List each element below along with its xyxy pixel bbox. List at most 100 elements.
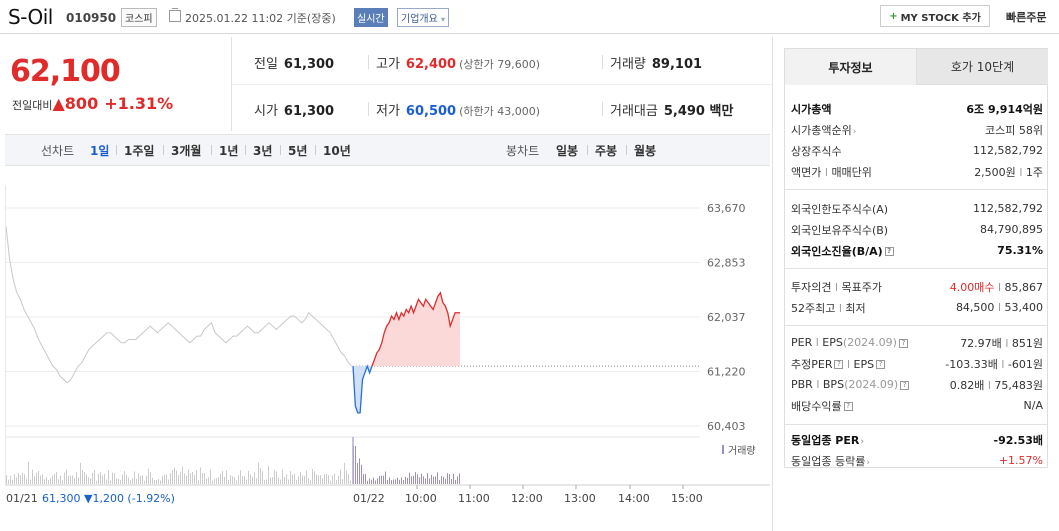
volume-bar [322, 478, 323, 484]
y-tick-label: 62,037 [707, 311, 746, 324]
volume-bar [457, 476, 458, 484]
period-1w[interactable]: 1주일 [124, 144, 155, 158]
volume-bar [346, 470, 347, 484]
volume-bar [200, 467, 201, 484]
tab-order-book[interactable]: 호가 10단계 [917, 49, 1048, 85]
volume-bar [20, 475, 21, 484]
volume-bar [196, 470, 197, 484]
row-per-eps: PER l EPS(2024.09)? 72.97배 l 851원 [791, 336, 1043, 350]
volume-bar [122, 474, 123, 484]
volume-bar [415, 472, 416, 484]
volume-bar [136, 479, 137, 484]
tab-invest-info[interactable]: 투자정보 [785, 49, 917, 85]
volume-bar [98, 473, 99, 484]
divider [785, 424, 1047, 425]
divider [772, 37, 773, 531]
candle-monthly[interactable]: 월봉 [634, 144, 657, 158]
mystock-add-button[interactable]: + MY STOCK 추가 [880, 5, 990, 27]
volume-bar [334, 473, 335, 484]
row-cap-rank[interactable]: 시가총액순위› 코스피 58위 [791, 123, 1043, 137]
volume-bar [70, 475, 71, 484]
volume-bar [423, 476, 424, 484]
volume-bar [435, 476, 436, 484]
price-chart[interactable]: 63,670 62,853 62,037 61,220 60,403 거래량 01/21 01… [0, 185, 772, 531]
row-foreign-ratio: 외국인소진율(B/A)? 75.31% [791, 244, 1043, 258]
divider [587, 145, 588, 155]
volume-bar [14, 473, 15, 484]
x-tick-label: 14:00 [618, 492, 650, 505]
company-info-button[interactable]: 기업개요 ▾ [397, 8, 450, 27]
volume-bar [82, 469, 83, 484]
row-peer-rate[interactable]: 동일업종 등락률› +1.57% [791, 454, 1043, 468]
up-area [372, 292, 460, 367]
volume-bar [88, 477, 89, 484]
volume-bar [238, 475, 239, 484]
volume-bar [270, 477, 271, 484]
volume-bar [160, 480, 161, 484]
volume-bar [419, 477, 420, 484]
volume-bar [224, 476, 225, 484]
down-area [353, 366, 372, 413]
chevron-right-icon: › [852, 126, 857, 137]
quote-amount: 거래대금 5,490 백만 [610, 104, 734, 119]
volume-bar [12, 480, 13, 484]
volume-bar [226, 470, 227, 484]
divider [232, 84, 772, 85]
x-tick-label: 10:00 [405, 492, 437, 505]
volume-bar [379, 476, 380, 484]
volume-bar [150, 472, 151, 484]
volume-bar [232, 476, 233, 484]
volume-bar [94, 469, 95, 484]
y-tick-label: 62,853 [707, 257, 746, 270]
volume-bar [190, 473, 191, 484]
volume-bar [66, 469, 67, 484]
volume-bar [32, 469, 33, 484]
volume-bar [242, 476, 243, 484]
volume-bar [437, 472, 438, 484]
period-1d[interactable]: 1일 [90, 144, 110, 158]
volume-bar [306, 470, 307, 484]
volume-bar [140, 476, 141, 484]
volume-bar [328, 475, 329, 484]
row-par-unit: 액면가 l 매매단위 2,500원 l 1주 [791, 165, 1043, 179]
volume-bar [417, 474, 418, 484]
period-3m[interactable]: 3개월 [171, 144, 202, 158]
volume-bar [40, 475, 41, 484]
volume-bar [50, 478, 51, 484]
divider [280, 145, 281, 155]
volume-bar [186, 475, 187, 484]
chevron-right-icon: › [866, 457, 870, 468]
period-1y[interactable]: 1년 [219, 144, 239, 158]
row-peer-per[interactable]: 동일업종 PER› -92.53배 [791, 433, 1043, 447]
period-3y[interactable]: 3년 [253, 144, 273, 158]
candle-weekly[interactable]: 주봉 [595, 144, 618, 158]
row-pbr-bps: PBR l BPS(2024.09)? 0.82배 l 75,483원 [791, 378, 1043, 392]
realtime-badge: 실시간 [354, 8, 388, 27]
volume-bar [292, 474, 293, 484]
volume-bar [330, 480, 331, 484]
change-pct: +1.31% [104, 94, 174, 113]
volume-bar [60, 475, 61, 484]
period-10y[interactable]: 10년 [323, 144, 351, 158]
volume-bar [48, 480, 49, 484]
quote-volume: 거래량 89,101 [610, 57, 703, 72]
row-opinion: 투자의견 l 목표주가 4.00매수 l 85,867 [791, 280, 1043, 294]
volume-bar [90, 478, 91, 484]
help-icon: ? [843, 402, 853, 411]
volume-bar [36, 472, 37, 484]
volume-bar [451, 478, 452, 484]
volume-bar [112, 472, 113, 484]
volume-bar [280, 479, 281, 484]
volume-bar [86, 474, 87, 484]
volume-bar [146, 475, 147, 484]
volume-bar [216, 478, 217, 484]
volume-bar [144, 480, 145, 484]
period-5y[interactable]: 5년 [288, 144, 308, 158]
calendar-icon [169, 8, 181, 22]
volume-bar [286, 474, 287, 484]
volume-bar [344, 462, 345, 484]
candle-daily[interactable]: 일봉 [556, 144, 579, 158]
quick-order-link[interactable]: 빠른주문 [1006, 11, 1047, 24]
volume-bar [106, 479, 107, 484]
divider [211, 145, 212, 155]
